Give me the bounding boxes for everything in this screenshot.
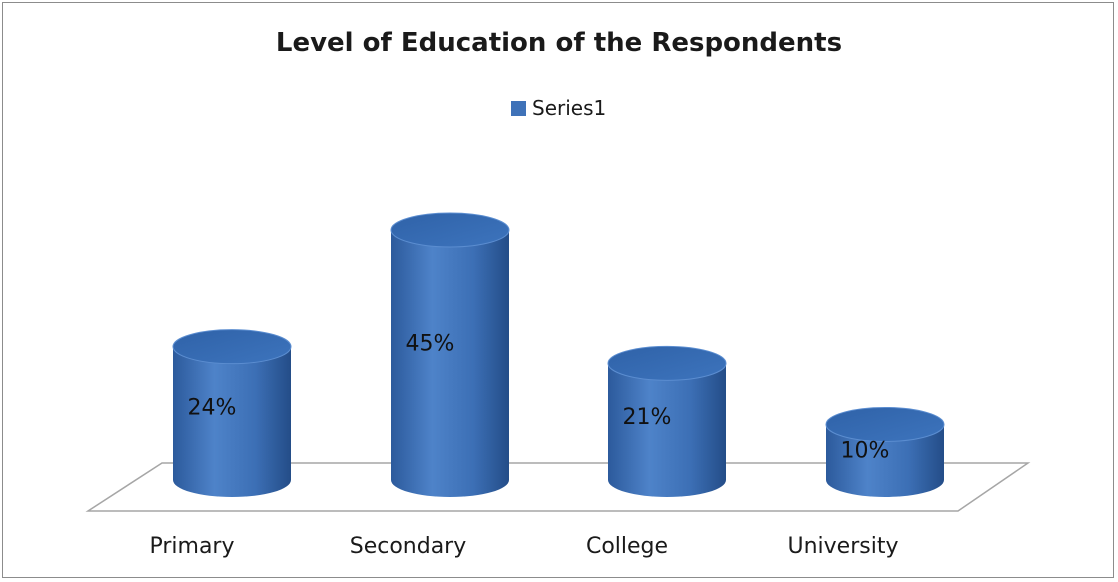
chart-title: Level of Education of the Respondents — [275, 28, 843, 58]
data-label: 21% — [623, 405, 672, 430]
x-tick-label: Primary — [149, 534, 234, 559]
bar-body — [826, 424, 944, 497]
x-tick-label: College — [586, 534, 668, 559]
bar-secondary: 45% — [390, 212, 510, 497]
bar-university: 10% — [825, 406, 945, 497]
data-label: 10% — [841, 438, 890, 463]
bar-body — [173, 346, 291, 497]
bar-top — [825, 406, 945, 442]
bar-top — [172, 329, 292, 365]
data-label: 24% — [188, 396, 237, 421]
floor-plane — [85, 462, 1031, 512]
legend-swatch — [511, 100, 526, 116]
x-tick-label: Secondary — [350, 534, 467, 559]
bar-primary: 24% — [172, 329, 292, 497]
bar-body — [391, 230, 509, 497]
bar-top — [390, 212, 510, 248]
legend: Series1 — [511, 96, 606, 120]
bar-college: 21% — [607, 345, 727, 497]
data-label: 45% — [406, 332, 455, 357]
x-tick-label: University — [788, 534, 899, 559]
bar-body — [608, 363, 726, 497]
legend-label: Series1 — [532, 96, 607, 120]
bar-top — [607, 345, 727, 381]
